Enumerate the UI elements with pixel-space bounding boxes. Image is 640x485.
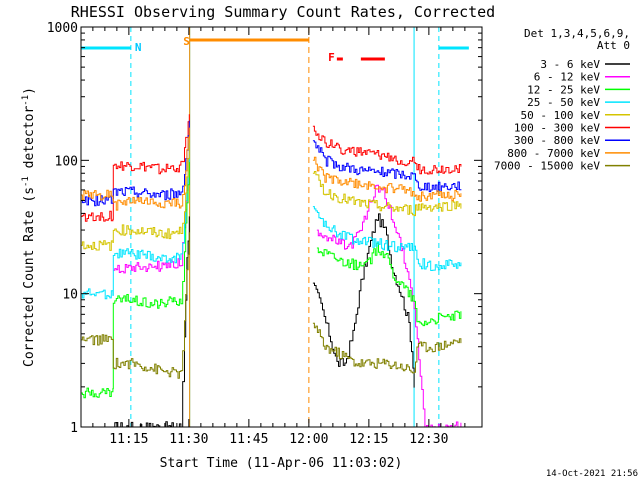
x-tick-label-2: 11:45 xyxy=(229,432,268,447)
plot-area: N S F xyxy=(81,27,469,427)
series-line-1-1 xyxy=(316,184,462,427)
y-axis-label: Corrected Count Rate (s-1 detector-1) xyxy=(21,87,37,367)
series-line-8-1 xyxy=(312,322,462,374)
series-line-7-0 xyxy=(81,127,190,211)
series-1 xyxy=(113,138,462,427)
series-line-8-0 xyxy=(81,232,190,379)
x-tick-label-3: 12:00 xyxy=(289,432,328,447)
series-4 xyxy=(81,135,462,251)
series-6 xyxy=(81,120,462,207)
series-5 xyxy=(81,114,462,222)
series-line-7-1 xyxy=(312,156,462,202)
legend-label-0: 3 - 6 keV xyxy=(540,58,600,71)
x-tick-label-5: 12:30 xyxy=(409,432,448,447)
y-axis-label-main: Corrected Count Rate (s xyxy=(22,187,37,367)
series-line-1-0 xyxy=(113,138,190,274)
legend-label-3: 25 - 50 keV xyxy=(527,96,600,109)
legend-label-1: 6 - 12 keV xyxy=(534,71,601,84)
legend-label-2: 12 - 25 keV xyxy=(527,83,600,96)
y-tick-label-2: 100 xyxy=(55,154,78,169)
legend-label-7: 800 - 7000 keV xyxy=(507,147,600,160)
series-line-4-0 xyxy=(81,135,190,251)
series-line-3-1 xyxy=(312,206,462,271)
y-tick-label-0: 1 xyxy=(70,421,78,436)
flag-label-f: F xyxy=(328,51,335,64)
x-axis: 11:15 11:30 11:45 12:00 12:15 12:30 xyxy=(92,27,466,447)
plot-frame xyxy=(80,26,483,428)
y-axis-label-mid: detector xyxy=(22,106,37,177)
chart-title: RHESSI Observing Summary Count Rates, Co… xyxy=(71,3,495,21)
legend-label-4: 50 - 100 keV xyxy=(521,109,601,122)
y-tick-label-3: 1000 xyxy=(47,21,78,36)
series-7 xyxy=(81,127,462,211)
y-axis-label-end: ) xyxy=(22,87,37,95)
series-line-2-0 xyxy=(81,157,190,399)
y-axis-label-sup1: -1 xyxy=(21,176,31,187)
series-line-4-1 xyxy=(312,171,462,217)
x-axis-label: Start Time (11-Apr-06 11:03:02) xyxy=(160,456,403,471)
legend-label-8: 7000 - 15000 keV xyxy=(494,160,600,173)
series-8 xyxy=(81,232,462,379)
flag-label-n: N xyxy=(135,41,142,54)
series-line-5-1 xyxy=(312,125,462,175)
series-2 xyxy=(81,157,462,399)
x-tick-label-4: 12:15 xyxy=(349,432,388,447)
x-tick-label-0: 11:15 xyxy=(109,432,148,447)
y-axis-label-sup2: -1 xyxy=(21,95,31,106)
x-tick-label-1: 11:30 xyxy=(169,432,208,447)
legend-label-5: 100 - 300 keV xyxy=(514,122,600,135)
footer-timestamp: 14-Oct-2021 21:56 xyxy=(546,469,638,479)
series-line-6-1 xyxy=(312,140,462,193)
legend-header-1: Att 0 xyxy=(597,39,630,52)
y-tick-label-1: 10 xyxy=(62,288,78,303)
legend-label-6: 300 - 800 keV xyxy=(514,134,600,147)
flag-label-s: S xyxy=(183,35,190,48)
series-line-3-0 xyxy=(81,143,190,300)
series-line-6-0 xyxy=(81,120,190,207)
series-3 xyxy=(81,143,462,300)
series-line-2-1 xyxy=(316,242,462,327)
series-line-5-0 xyxy=(81,114,190,222)
y-axis: 1 10 100 1000 xyxy=(47,21,482,436)
legend-header-0: Det 1,3,4,5,6,9, xyxy=(524,27,630,40)
